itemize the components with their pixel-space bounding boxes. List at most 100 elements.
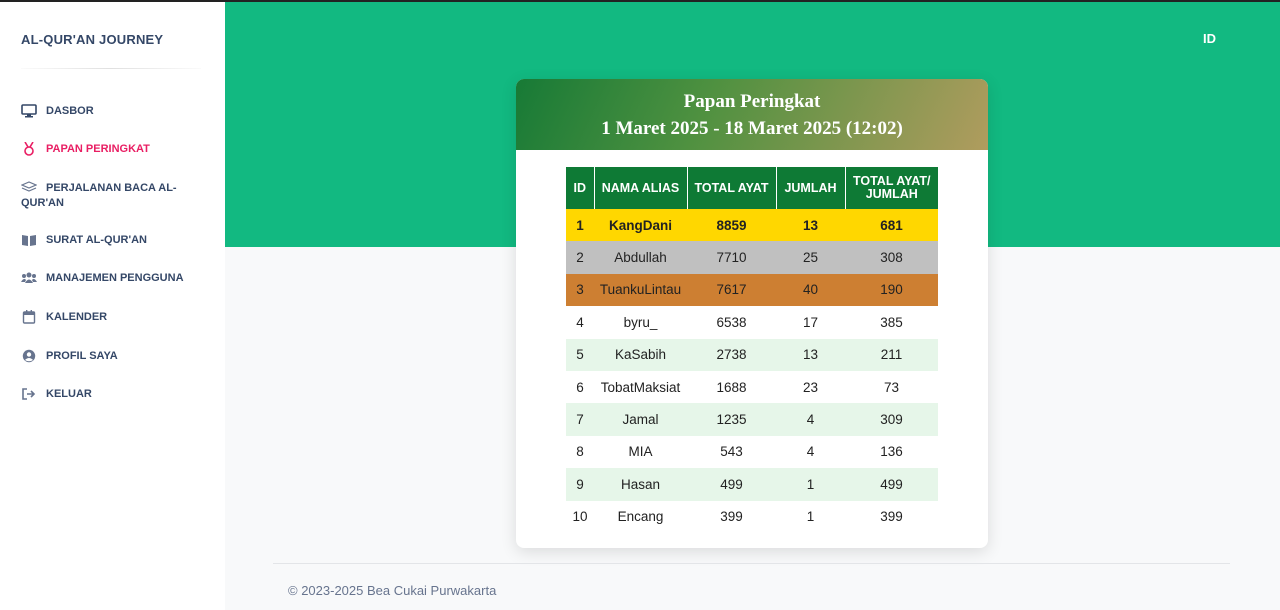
cell-id: 7	[566, 403, 594, 436]
cell-total-ayat: 399	[720, 509, 743, 525]
table-row: 7 Jamal 1235 4 309	[566, 403, 938, 436]
cell-jumlah: 4	[776, 403, 845, 436]
table-row: 1 KangDani 8859 13 681	[566, 209, 938, 242]
sidebar-item-label: KELUAR	[46, 388, 92, 400]
cell-total-ayat: 6538	[716, 314, 747, 330]
cell-jumlah: 25	[776, 241, 845, 274]
leaderboard-title: Papan Peringkat	[683, 91, 821, 112]
cell-total-ayat-per-jumlah: 399	[880, 509, 903, 525]
leaderboard-card: Papan Peringkat 1 Maret 2025 - 18 Maret …	[516, 79, 988, 548]
cell-nama-alias: byru_	[623, 314, 658, 330]
cell-jumlah: 1	[806, 509, 815, 525]
cell-nama-alias: TobatMaksiat	[600, 379, 681, 395]
language-toggle[interactable]: ID	[1203, 31, 1216, 46]
monitor-icon	[21, 103, 37, 118]
sidebar-item-papan-peringkat[interactable]: PAPAN PERINGKAT	[21, 141, 201, 157]
cell-total-ayat: 1235	[687, 403, 776, 436]
sidebar-item-dasbor[interactable]: DASBOR	[21, 103, 201, 119]
layers-icon	[21, 180, 37, 194]
sidebar-item-label: MANAJEMEN PENGGUNA	[46, 272, 184, 284]
cell-jumlah: 23	[802, 379, 819, 395]
medal-icon	[21, 141, 37, 156]
sidebar-item-label: SURAT AL-QUR'AN	[46, 234, 147, 246]
cell-id: 1	[566, 209, 594, 242]
sidebar-item-perjalanan-baca[interactable]: PERJALANAN BACA AL-QUR'AN	[21, 181, 201, 211]
sidebar-item-label: KALENDER	[46, 311, 108, 323]
brand-title[interactable]: AL-QUR'AN JOURNEY	[21, 32, 164, 47]
table-header-row: ID NAMA ALIAS TOTAL AYAT JUMLAH TOTAL AY…	[566, 167, 938, 209]
sidebar-item-label: DASBOR	[46, 105, 94, 117]
cell-jumlah: 1	[776, 468, 845, 501]
cell-nama-alias: MIA	[628, 444, 653, 460]
cell-total-ayat-per-jumlah: 681	[845, 209, 938, 242]
leaderboard-header: Papan Peringkat 1 Maret 2025 - 18 Maret …	[516, 79, 988, 150]
cell-id: 6	[576, 379, 584, 395]
sidebar: AL-QUR'AN JOURNEY DASBOR PAPAN PERINGKAT…	[0, 2, 225, 610]
cell-total-ayat-per-jumlah: 385	[880, 314, 903, 330]
cell-total-ayat: 7710	[687, 241, 776, 274]
cell-jumlah: 40	[776, 273, 845, 307]
cell-id: 4	[576, 314, 584, 330]
table-row: 2 Abdullah 7710 25 308	[566, 241, 938, 274]
leaderboard-table: ID NAMA ALIAS TOTAL AYAT JUMLAH TOTAL AY…	[566, 167, 938, 533]
sidebar-item-keluar[interactable]: KELUAR	[21, 387, 201, 402]
table-row: 9 Hasan 499 1 499	[566, 468, 938, 501]
cell-id: 8	[576, 444, 584, 460]
cell-total-ayat: 1688	[716, 379, 747, 395]
cell-id: 9	[566, 468, 594, 501]
cell-jumlah: 4	[806, 444, 815, 460]
leaderboard-period: 1 Maret 2025 - 18 Maret 2025 (12:02)	[601, 118, 903, 139]
table-row: 3 TuankuLintau 7617 40 190	[566, 273, 938, 307]
cell-nama-alias: Encang	[617, 509, 664, 525]
cell-nama-alias: KangDani	[594, 209, 687, 242]
table-row: 4 byru_ 6538 17 385	[566, 306, 938, 338]
cell-jumlah: 13	[776, 338, 845, 371]
cell-jumlah: 13	[776, 209, 845, 242]
cell-nama-alias: Hasan	[594, 468, 687, 501]
sidebar-divider	[21, 68, 201, 69]
book-open-icon	[21, 233, 37, 247]
table-row: 6 TobatMaksiat 1688 23 73	[566, 371, 938, 403]
calendar-icon	[21, 309, 37, 324]
cell-total-ayat-per-jumlah: 73	[883, 379, 900, 395]
cell-jumlah: 17	[802, 314, 819, 330]
footer-divider	[273, 563, 1230, 564]
table-row: 10 Encang 399 1 399	[566, 501, 938, 533]
sidebar-item-label: PERJALANAN BACA AL-QUR'AN	[21, 182, 177, 209]
table-row: 5 KaSabih 2738 13 211	[566, 338, 938, 371]
table-row: 8 MIA 543 4 136	[566, 436, 938, 468]
column-header-total-ayat-per-jumlah: TOTAL AYAT/ JUMLAH	[845, 167, 938, 209]
cell-nama-alias: TuankuLintau	[594, 273, 687, 307]
cell-id: 2	[566, 241, 594, 274]
cell-id: 5	[566, 338, 594, 371]
column-header-jumlah: JUMLAH	[776, 167, 846, 209]
cell-total-ayat-per-jumlah: 309	[845, 403, 938, 436]
cell-total-ayat: 8859	[687, 209, 776, 242]
cell-id: 3	[566, 273, 594, 307]
users-icon	[21, 271, 37, 285]
cell-total-ayat-per-jumlah: 190	[845, 273, 938, 307]
cell-nama-alias: Abdullah	[594, 241, 687, 274]
sidebar-item-surat[interactable]: SURAT AL-QUR'AN	[21, 233, 201, 248]
sidebar-item-profil-saya[interactable]: PROFIL SAYA	[21, 349, 201, 364]
column-header-id: ID	[566, 167, 595, 209]
logout-icon	[21, 387, 37, 401]
column-header-total-ayat: TOTAL AYAT	[687, 167, 777, 209]
column-header-nama-alias: NAMA ALIAS	[594, 167, 688, 209]
cell-id: 10	[572, 509, 588, 525]
sidebar-item-label: PAPAN PERINGKAT	[46, 143, 150, 155]
cell-total-ayat-per-jumlah: 499	[845, 468, 938, 501]
cell-total-ayat-per-jumlah: 308	[845, 241, 938, 274]
cell-nama-alias: KaSabih	[594, 338, 687, 371]
cell-nama-alias: Jamal	[594, 403, 687, 436]
sidebar-item-kalender[interactable]: KALENDER	[21, 309, 201, 325]
cell-total-ayat: 2738	[687, 338, 776, 371]
footer-copyright: © 2023-2025 Bea Cukai Purwakarta	[288, 583, 497, 598]
cell-total-ayat: 7617	[687, 273, 776, 307]
sidebar-item-manajemen-pengguna[interactable]: MANAJEMEN PENGGUNA	[21, 271, 201, 286]
cell-total-ayat: 499	[687, 468, 776, 501]
cell-total-ayat-per-jumlah: 136	[880, 444, 903, 460]
sidebar-item-label: PROFIL SAYA	[46, 350, 118, 362]
cell-total-ayat-per-jumlah: 211	[845, 338, 938, 371]
cell-total-ayat: 543	[720, 444, 743, 460]
